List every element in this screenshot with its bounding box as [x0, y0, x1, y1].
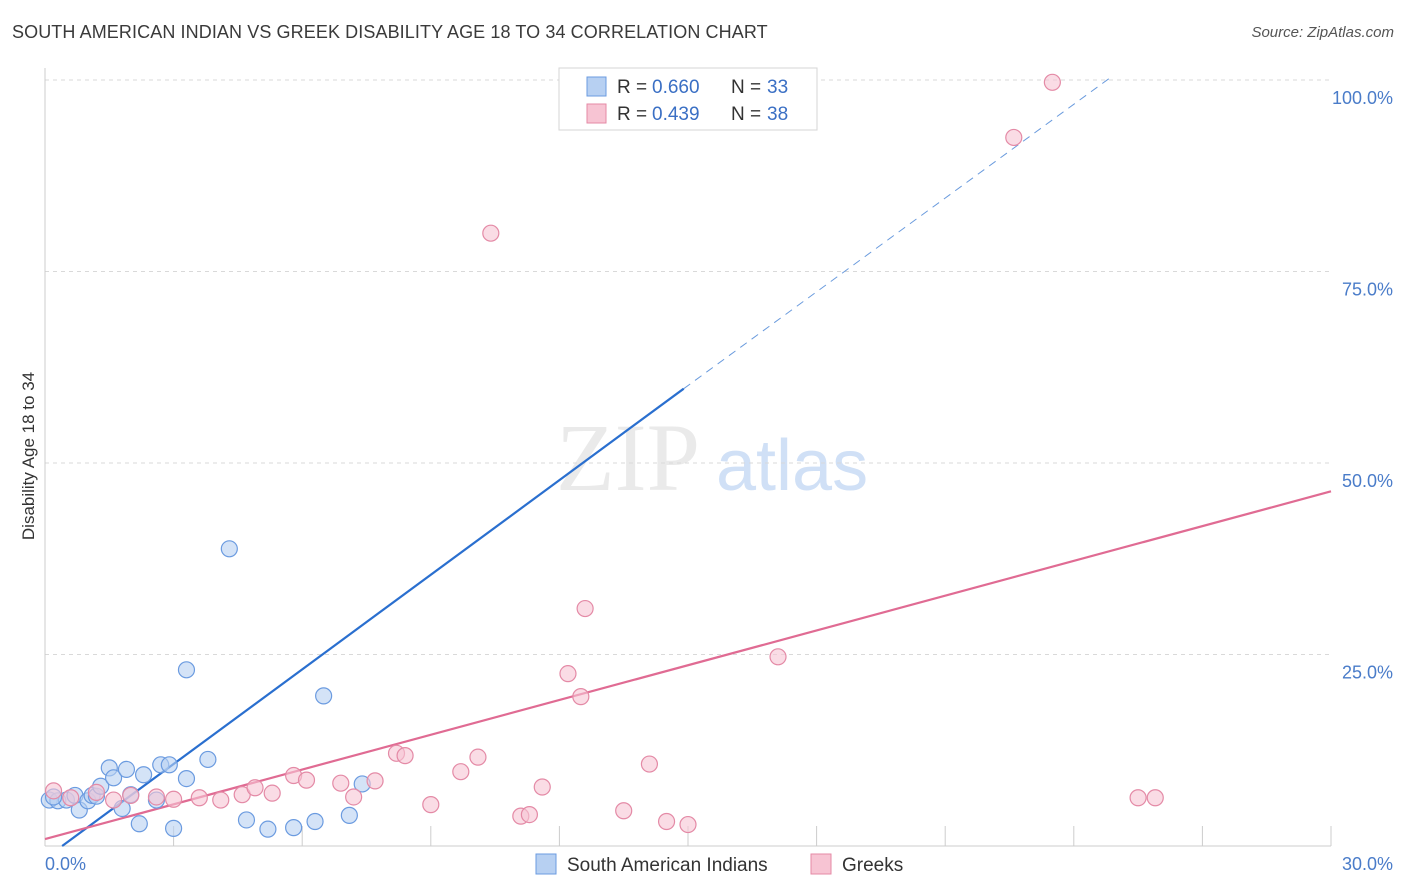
- point-south-american-indians-20: [177, 769, 196, 788]
- legend-top: R = 0.660 N = 33 R = 0.439 N = 38: [558, 67, 818, 131]
- point-greeks-29: [615, 802, 633, 820]
- point-greeks-32: [679, 815, 697, 834]
- chart-title: SOUTH AMERICAN INDIAN VS GREEK DISABILIT…: [12, 22, 768, 42]
- point-greeks-36: [1129, 789, 1147, 807]
- data-points: [40, 71, 1164, 838]
- x-tick-label-1: 30.0%: [1342, 854, 1393, 874]
- legend-blue-r-label: R =: [617, 77, 647, 98]
- point-greeks-5: [147, 788, 166, 806]
- source-label: Source: ZipAtlas.com: [1251, 24, 1394, 41]
- y-axis-label: Disability Age 18 to 34: [19, 372, 38, 540]
- point-south-american-indians-22: [199, 750, 217, 769]
- point-greeks-16: [366, 772, 384, 790]
- trend-line-extension-0: [683, 75, 1113, 390]
- point-greeks-7: [190, 789, 208, 807]
- legend-bottom-blue-swatch: [535, 853, 557, 875]
- point-greeks-18: [396, 747, 414, 765]
- point-greeks-31: [657, 812, 676, 831]
- point-greeks-20: [452, 763, 470, 781]
- legend-bottom-pink-swatch: [810, 853, 832, 875]
- legend-pink-swatch: [586, 103, 607, 124]
- point-south-american-indians-23: [220, 540, 238, 558]
- point-greeks-6: [165, 790, 183, 808]
- legend-pink-n-label: N =: [731, 104, 761, 125]
- point-greeks-19: [422, 796, 440, 814]
- axes: [44, 68, 1332, 847]
- watermark: ZIP atlas: [556, 404, 868, 511]
- watermark-atlas: atlas: [716, 426, 868, 506]
- point-greeks-26: [559, 665, 577, 683]
- legend-blue-n-label: N =: [731, 77, 761, 98]
- legend-blue-n-value: 33: [767, 77, 788, 98]
- point-greeks-25: [533, 778, 551, 796]
- y-tick-label-3: 100.0%: [1332, 88, 1393, 108]
- point-greeks-21: [469, 748, 487, 766]
- point-south-american-indians-10: [104, 769, 123, 787]
- point-greeks-15: [345, 788, 363, 806]
- point-south-american-indians-28: [315, 687, 333, 705]
- y-tick-label-1: 50.0%: [1342, 471, 1393, 491]
- point-south-american-indians-24: [237, 811, 256, 829]
- point-greeks-28: [576, 599, 594, 618]
- point-greeks-13: [297, 771, 316, 789]
- legend-pink-r-value: 0.439: [652, 104, 700, 125]
- point-south-american-indians-25: [259, 820, 277, 838]
- y-tick-label-2: 75.0%: [1342, 280, 1393, 300]
- point-greeks-11: [263, 784, 281, 802]
- point-south-american-indians-14: [130, 815, 148, 833]
- point-greeks-14: [332, 774, 350, 792]
- legend-pink-r-label: R =: [617, 104, 647, 125]
- point-greeks-24: [520, 805, 538, 824]
- point-south-american-indians-18: [160, 756, 178, 774]
- point-greeks-10: [246, 779, 264, 797]
- point-greeks-34: [1005, 128, 1023, 147]
- y-tick-label-0: 25.0%: [1342, 663, 1393, 683]
- legend-blue-r-value: 0.660: [652, 77, 700, 98]
- point-south-american-indians-21: [177, 661, 196, 679]
- point-greeks-22: [482, 224, 500, 242]
- grid-lines: [45, 79, 1331, 655]
- legend-blue-swatch: [586, 76, 607, 97]
- legend-pink-n-value: 38: [767, 104, 788, 125]
- legend-bottom: South American Indians Greeks: [535, 853, 903, 876]
- point-south-american-indians-19: [165, 819, 183, 837]
- tick-labels: 25.0% 50.0% 75.0% 100.0% 0.0% 30.0%: [45, 88, 1393, 874]
- legend-bottom-pink-label: Greeks: [842, 855, 903, 876]
- point-greeks-2: [87, 783, 106, 801]
- point-greeks-30: [640, 755, 659, 773]
- point-south-american-indians-29: [340, 806, 358, 824]
- point-greeks-35: [1043, 73, 1061, 91]
- point-south-american-indians-27: [306, 812, 324, 831]
- point-south-american-indians-15: [134, 766, 153, 784]
- x-tick-label-0: 0.0%: [45, 854, 86, 874]
- trend-line-1: [44, 490, 1332, 841]
- watermark-zip: ZIP: [556, 404, 700, 511]
- point-south-american-indians-12: [117, 760, 136, 779]
- point-south-american-indians-26: [285, 819, 303, 837]
- point-greeks-3: [104, 791, 123, 809]
- point-greeks-8: [212, 791, 230, 809]
- point-greeks-4: [122, 786, 140, 805]
- point-greeks-0: [44, 782, 63, 800]
- point-greeks-33: [769, 648, 787, 666]
- legend-bottom-blue-label: South American Indians: [567, 855, 768, 876]
- point-greeks-27: [572, 688, 590, 706]
- point-greeks-37: [1146, 789, 1164, 807]
- point-greeks-1: [62, 789, 80, 807]
